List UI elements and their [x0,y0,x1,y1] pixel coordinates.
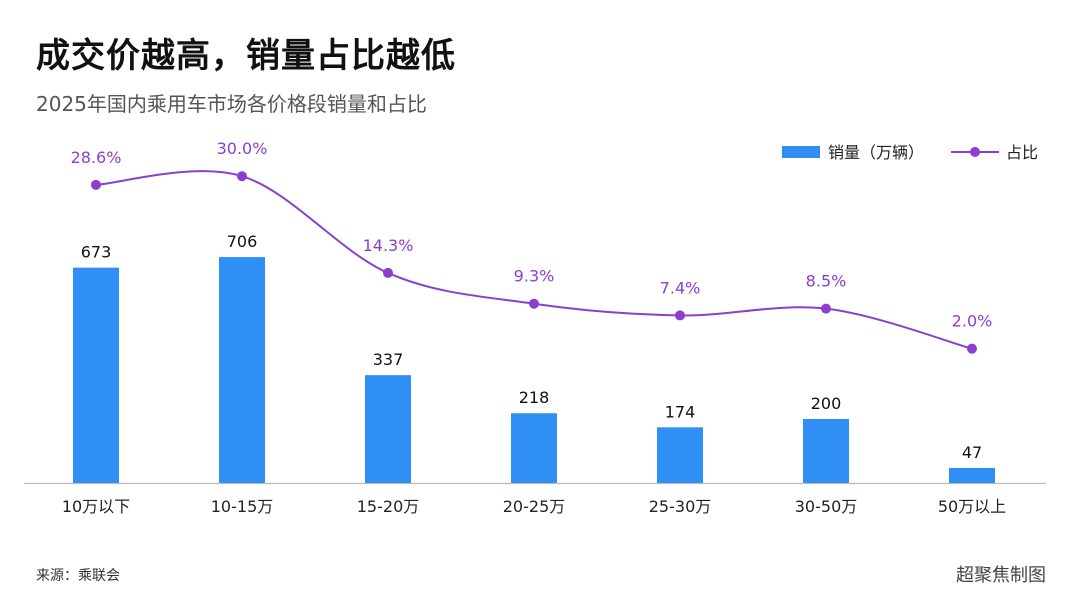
bar-value-label-0: 673 [81,243,112,262]
x-tick-label-2: 15-20万 [357,497,420,516]
legend-line-marker [970,147,980,157]
credit-note: 超聚焦制图 [956,565,1046,586]
share-value-label-4: 7.4% [660,278,701,297]
x-tick-label-6: 50万以上 [938,497,1006,516]
source-note: 来源：乘联会 [36,568,120,584]
bar-value-label-5: 200 [811,394,842,413]
legend-bar-label: 销量（万辆） [828,143,924,162]
share-value-label-1: 30.0% [217,139,268,158]
share-value-label-6: 2.0% [952,312,993,331]
share-value-label-0: 28.6% [71,148,122,167]
x-tick-label-4: 25-30万 [649,497,712,516]
bar-value-label-6: 47 [962,443,982,462]
share-point-2 [383,267,393,278]
x-tick-label-5: 30-50万 [795,497,858,516]
x-tick-label-0: 10万以下 [62,497,130,516]
bar-4 [657,427,703,483]
legend: 销量（万辆） 占比 [782,143,1038,162]
chart-title: 成交价越高，销量占比越低 [36,36,456,76]
share-value-label-2: 14.3% [363,236,414,255]
chart-subtitle: 2025年国内乘用车市场各价格段销量和占比 [36,92,427,116]
share-point-5 [821,303,831,314]
bar-5 [803,419,849,483]
bar-value-label-2: 337 [373,350,404,369]
share-point-1 [237,171,247,182]
bar-value-label-3: 218 [519,388,550,407]
share-point-4 [675,310,685,321]
x-tick-label-1: 10-15万 [211,497,274,516]
bar-2 [365,375,411,483]
bar-0 [73,267,119,483]
bar-1 [219,257,265,483]
share-value-label-3: 9.3% [514,267,555,286]
bar-value-label-1: 706 [227,232,258,251]
bar-6 [949,467,995,483]
bar-3 [511,413,557,483]
bar-value-label-4: 174 [665,402,696,421]
share-point-6 [967,343,977,354]
share-point-0 [91,179,101,190]
x-tick-label-3: 20-25万 [503,497,566,516]
share-value-label-5: 8.5% [806,272,847,291]
legend-line-label: 占比 [1006,143,1038,162]
share-point-3 [529,298,539,309]
legend-bar-swatch [782,146,820,158]
